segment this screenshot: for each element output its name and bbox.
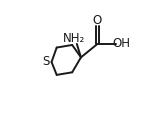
Text: S: S (42, 55, 50, 68)
Text: NH₂: NH₂ (63, 32, 85, 45)
Text: OH: OH (113, 37, 131, 50)
Text: O: O (93, 14, 102, 27)
